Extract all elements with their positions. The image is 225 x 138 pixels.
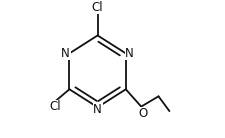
Text: N: N — [125, 47, 133, 60]
Text: N: N — [61, 47, 70, 60]
Text: O: O — [137, 107, 147, 120]
Text: N: N — [93, 103, 101, 116]
Text: Cl: Cl — [49, 100, 60, 113]
Text: Cl: Cl — [91, 1, 103, 14]
